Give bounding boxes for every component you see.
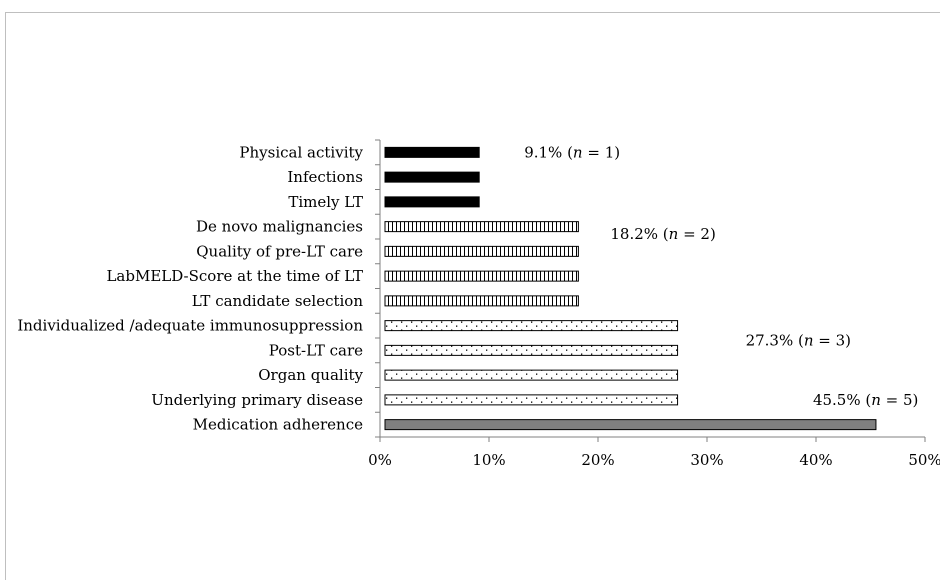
annotations: 9.1% (n = 1) 18.2% (n = 2) 27.3% (n = 3) 45… <box>524 143 918 409</box>
x-tick-label: 20% <box>581 451 614 469</box>
bar <box>384 344 679 356</box>
bar <box>384 320 679 332</box>
bars <box>384 146 877 431</box>
figure-frame <box>5 12 940 580</box>
category-labels: Physical activity Infections Timely LT De n… <box>17 143 363 433</box>
category-label: Organ quality <box>258 366 363 384</box>
axes <box>375 139 926 442</box>
category-label: Timely LT <box>288 193 363 211</box>
category-label: Infections <box>287 168 363 186</box>
bar <box>384 221 579 233</box>
category-label: Post-LT care <box>269 341 363 359</box>
bar <box>384 419 877 431</box>
category-label: Quality of pre-LT care <box>196 242 363 260</box>
category-label: Individualized /adequate immunosuppressi… <box>17 317 363 335</box>
bar <box>384 270 579 282</box>
bar <box>384 196 480 208</box>
tick-labels: 0% 10% 20% 30% 40% 50% <box>368 451 940 469</box>
x-tick-label: 0% <box>368 451 392 469</box>
category-label: LT candidate selection <box>192 292 364 310</box>
bar <box>384 295 579 307</box>
bar <box>384 369 679 381</box>
x-tick-label: 10% <box>472 451 505 469</box>
category-label: Physical activity <box>239 143 363 161</box>
x-tick-label: 30% <box>690 451 723 469</box>
annotation-label: 18.2% (n = 2) <box>610 225 715 243</box>
bar <box>384 171 480 183</box>
bar <box>384 245 579 257</box>
category-label: LabMELD-Score at the time of LT <box>106 267 363 285</box>
bar <box>384 146 480 158</box>
annotation-label: 45.5% (n = 5) <box>813 391 918 409</box>
x-tick-label: 40% <box>799 451 832 469</box>
annotation-label: 27.3% (n = 3) <box>746 331 851 349</box>
x-tick-label: 50% <box>908 451 940 469</box>
category-label: De novo malignancies <box>196 218 363 236</box>
bar <box>384 394 679 406</box>
category-label: Medication adherence <box>193 416 363 434</box>
category-label: Underlying primary disease <box>151 391 363 409</box>
annotation-label: 9.1% (n = 1) <box>524 143 620 161</box>
